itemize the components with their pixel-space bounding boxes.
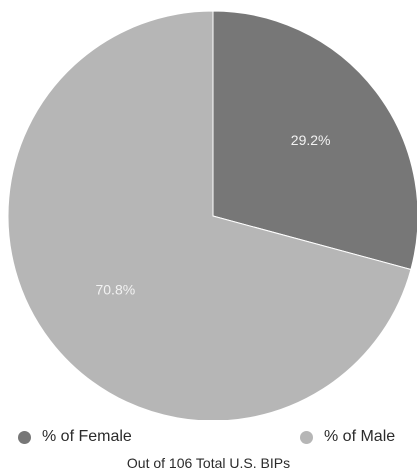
legend-item-female: % of Female	[18, 428, 132, 446]
pie-chart: 29.2% 70.8%	[7, 10, 417, 420]
legend-swatch-male	[300, 430, 313, 444]
legend-swatch-female	[18, 430, 31, 444]
legend-item-male: % of Male	[300, 428, 395, 446]
legend: % of Female % of Male	[0, 428, 417, 450]
slice-label-male: 70.8%	[95, 281, 135, 297]
legend-label-male: % of Male	[324, 428, 396, 445]
pie-slice-female	[212, 10, 417, 271]
pie-slice-male	[7, 10, 412, 420]
slice-label-female: 29.2%	[291, 132, 331, 148]
chart-caption: Out of 106 Total U.S. BIPs	[126, 455, 291, 471]
legend-label-female: % of Female	[42, 428, 132, 445]
